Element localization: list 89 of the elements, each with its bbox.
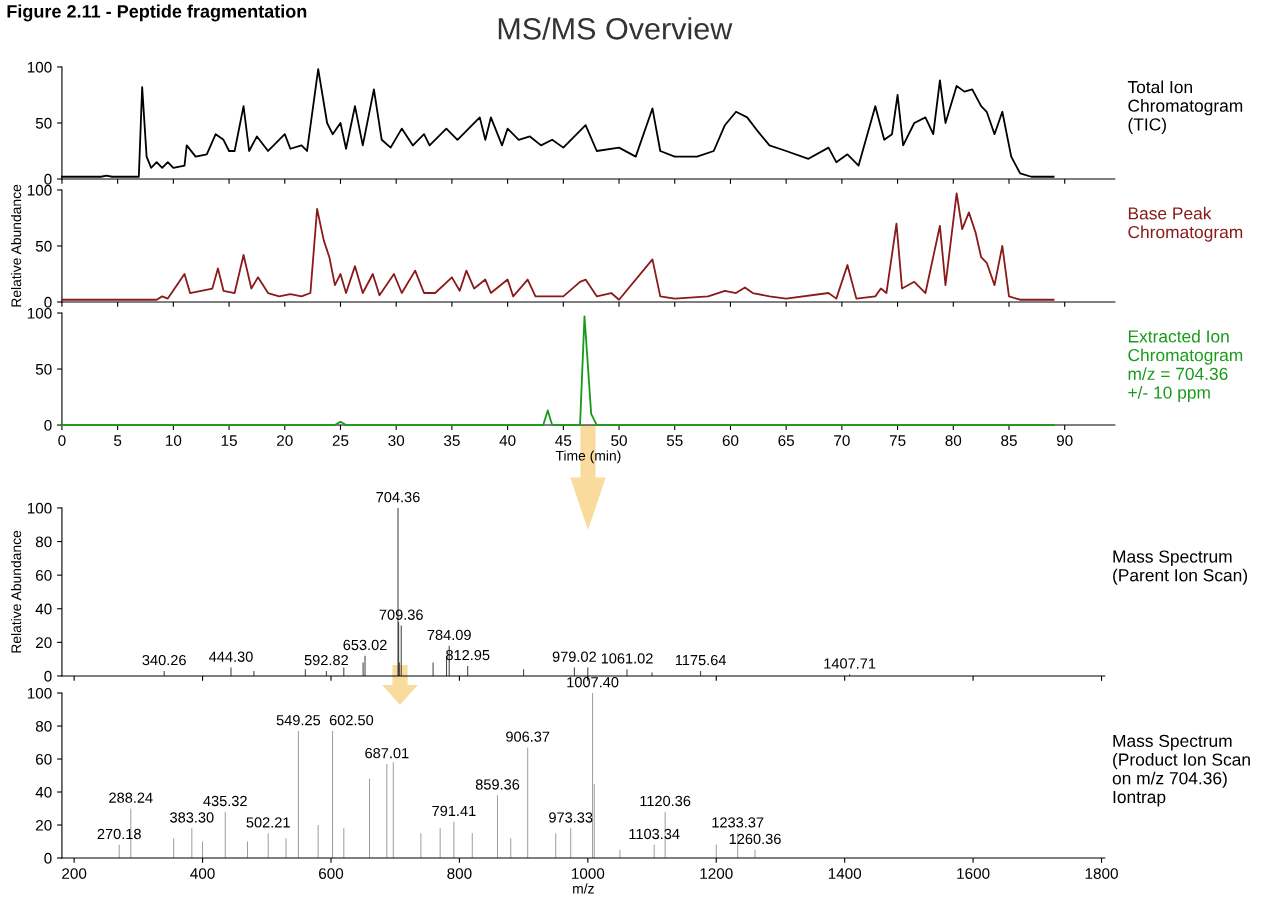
x-tick-label: 40: [499, 435, 516, 446]
x-tick-label: 1800: [1085, 868, 1118, 879]
annotation: 1007.40: [567, 677, 619, 688]
annotation: 791.41: [432, 805, 476, 817]
x-tick-label: 65: [778, 435, 795, 446]
x-tick-label: 1000: [572, 868, 605, 879]
x-tick-label: 400: [190, 868, 215, 879]
y-tick-label: 50: [35, 117, 52, 129]
y-tick-label: 20: [35, 819, 52, 831]
annotation: 709.36: [379, 609, 423, 620]
y-tick-label: 50: [35, 363, 52, 375]
text: Total Ion Chromatogram (TIC): [1127, 80, 1243, 134]
caption: Figure 2.11 - Peptide fragmentation: [7, 4, 307, 22]
x-tick-label: 55: [666, 435, 683, 446]
text: Mass Spectrum (Product Ion Scan on m/z 704.36) Iontrap: [1112, 734, 1250, 807]
y-tick-label: 60: [36, 753, 52, 765]
annotation: 973.33: [549, 812, 593, 823]
annotation: 704.36: [376, 491, 420, 503]
x-tick-label: 80: [945, 435, 962, 446]
y-tick-label: 100: [27, 687, 52, 699]
y-tick-label: 20: [35, 637, 52, 649]
annotation: 1233.37: [712, 817, 764, 828]
annotation: 906.37: [506, 731, 550, 742]
y-tick-label: 100: [27, 502, 52, 514]
x-tick-label: 75: [889, 435, 906, 446]
annotation: 687.01: [365, 747, 409, 759]
annotation: 653.02: [343, 639, 387, 651]
x-tick-label: 90: [1056, 435, 1073, 446]
text: Mass Spectrum (Parent Ion Scan): [1113, 550, 1248, 585]
x-tick-label: 600: [319, 868, 344, 879]
x-tick-label: 1600: [957, 868, 990, 879]
y-tick-label: 50: [35, 240, 52, 252]
annotation: 1175.64: [675, 654, 727, 666]
x-tick-label: 800: [447, 868, 472, 879]
x-tick-label: 10: [166, 435, 182, 446]
x-tick-label: 50: [611, 435, 627, 446]
y-axis-title: Relative Abundance: [11, 184, 22, 307]
x-tick-label: 15: [221, 435, 237, 446]
x-tick-label: 60: [722, 435, 739, 446]
annotation: 592.82: [304, 654, 348, 666]
x-tick-label: 20: [277, 435, 293, 446]
annotation: 784.09: [427, 629, 471, 641]
x-axis-title: Time (min): [555, 450, 621, 464]
annotation: 549.25: [276, 714, 321, 726]
annotation: 1103.34: [629, 828, 680, 840]
y-tick-label: 60: [36, 570, 52, 581]
annotation: 979.02: [552, 651, 596, 662]
annotation: 1061.02: [601, 653, 653, 664]
annotation: 1407.71: [824, 658, 876, 669]
annotation: 340.26: [142, 654, 186, 666]
y-tick-label: 0: [44, 670, 52, 682]
annotation: 435.32: [203, 795, 247, 807]
x-tick-label: 200: [62, 868, 87, 879]
x-tick-label: 30: [388, 435, 405, 446]
x-tick-label: 45: [555, 435, 572, 446]
y-axis-title: Relative Abundance: [11, 530, 22, 653]
y-tick-label: 0: [44, 419, 52, 431]
x-tick-label: 35: [443, 435, 460, 446]
x-tick-label: 85: [1001, 435, 1017, 446]
x-axis-title: m/z: [573, 883, 594, 894]
y-tick-label: 80: [35, 536, 52, 548]
y-tick-label: 0: [44, 296, 52, 308]
x-tick-label: 0: [58, 435, 66, 446]
annotation: 1260.36: [729, 833, 781, 845]
y-tick-label: 40: [35, 786, 52, 798]
chart-title: MS/MS Overview: [498, 17, 733, 40]
y-tick-label: 80: [35, 720, 52, 732]
annotation: 812.95: [446, 649, 490, 661]
y-tick-label: 0: [44, 852, 52, 864]
annotation: 502.21: [246, 817, 290, 828]
y-tick-label: 100: [27, 307, 52, 319]
y-tick-label: 40: [35, 603, 52, 615]
annotation: 859.36: [475, 779, 520, 790]
annotation: 444.30: [209, 651, 253, 662]
y-tick-label: 100: [27, 184, 52, 196]
annotation: 1120.36: [640, 795, 691, 807]
y-tick-label: 100: [27, 61, 52, 73]
x-tick-label: 5: [114, 435, 122, 446]
text: Base Peak Chromatogram: [1128, 206, 1243, 242]
annotation: 288.24: [109, 792, 153, 803]
x-tick-label: 1400: [828, 868, 862, 879]
text: Extracted Ion Chromatogram m/z = 704.36 +/- 10 ppm: [1128, 329, 1243, 403]
x-tick-label: 25: [332, 435, 349, 446]
annotation: 270.18: [97, 828, 141, 840]
x-tick-label: 1200: [700, 868, 733, 879]
y-tick-label: 0: [44, 173, 52, 185]
annotation: 383.30: [170, 812, 214, 823]
annotation: 602.50: [329, 714, 374, 726]
x-tick-label: 70: [834, 435, 850, 446]
